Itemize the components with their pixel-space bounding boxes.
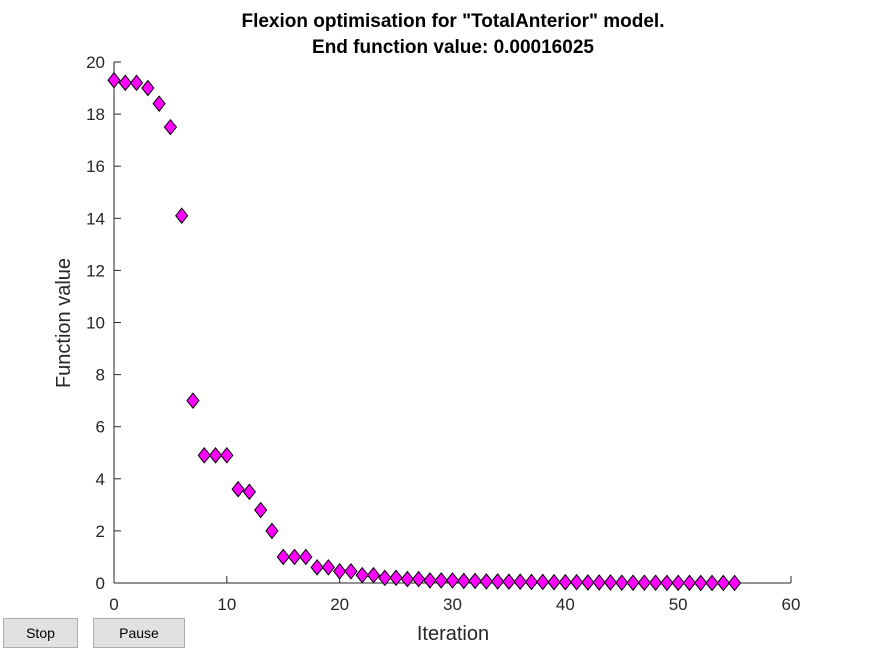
y-axis-label: Function value bbox=[53, 258, 75, 388]
data-point bbox=[389, 569, 403, 587]
data-point bbox=[682, 574, 697, 592]
data-point bbox=[152, 95, 166, 112]
data-point bbox=[626, 574, 640, 592]
data-point bbox=[366, 566, 381, 584]
data-point bbox=[547, 573, 561, 591]
y-tick-label: 12 bbox=[86, 261, 105, 280]
x-tick-label: 50 bbox=[669, 595, 688, 614]
pause-button[interactable]: Pause bbox=[93, 618, 185, 648]
y-tick-label: 20 bbox=[86, 53, 105, 72]
y-tick-label: 10 bbox=[86, 314, 105, 333]
y-tick-label: 0 bbox=[96, 574, 105, 593]
data-point bbox=[310, 559, 324, 576]
data-point bbox=[603, 574, 618, 591]
data-point bbox=[186, 392, 200, 409]
data-point bbox=[220, 447, 234, 464]
data-point bbox=[175, 207, 189, 224]
data-point bbox=[615, 574, 629, 592]
data-point bbox=[107, 71, 121, 89]
data-point bbox=[660, 574, 674, 592]
data-point bbox=[287, 548, 302, 566]
y-tick-label: 14 bbox=[86, 209, 105, 228]
data-point bbox=[569, 573, 584, 591]
x-tick-label: 60 bbox=[782, 595, 801, 614]
data-point bbox=[536, 573, 550, 591]
data-point bbox=[344, 562, 358, 580]
data-point bbox=[333, 562, 347, 580]
y-tick-label: 18 bbox=[86, 105, 105, 124]
data-point bbox=[265, 522, 279, 540]
x-axis-label: Iteration bbox=[417, 623, 489, 645]
data-point bbox=[231, 480, 245, 498]
data-point bbox=[637, 574, 651, 592]
x-tick-label: 20 bbox=[330, 595, 349, 614]
chart-subtitle: End function value: 0.00016025 bbox=[312, 37, 594, 58]
data-point bbox=[254, 501, 268, 519]
data-point bbox=[412, 570, 426, 588]
data-point bbox=[524, 573, 539, 591]
data-point bbox=[592, 574, 606, 591]
data-markers bbox=[107, 71, 742, 592]
x-tick-label: 10 bbox=[217, 595, 236, 614]
data-point bbox=[581, 574, 595, 591]
y-tick-label: 8 bbox=[96, 366, 105, 385]
data-point bbox=[694, 574, 708, 592]
data-point bbox=[355, 566, 369, 584]
data-point bbox=[197, 447, 211, 464]
data-point bbox=[468, 572, 482, 590]
axes: 0 10 20 30 40 50 60 0 2 4 6 8 10 12 14 16 18 20 bbox=[86, 53, 800, 614]
data-point bbox=[378, 569, 392, 587]
y-tick-label: 6 bbox=[96, 418, 105, 437]
data-point bbox=[141, 79, 155, 97]
y-tick-label: 4 bbox=[96, 470, 105, 489]
data-point bbox=[434, 572, 448, 589]
x-tick-label: 40 bbox=[556, 595, 575, 614]
data-point bbox=[558, 573, 572, 591]
data-point bbox=[727, 574, 742, 592]
y-tick-label: 16 bbox=[86, 157, 105, 176]
data-point bbox=[502, 573, 516, 590]
data-point bbox=[129, 74, 144, 92]
data-point bbox=[208, 447, 223, 464]
data-point bbox=[163, 118, 178, 136]
data-point bbox=[705, 574, 719, 592]
data-point bbox=[479, 573, 493, 590]
data-point bbox=[513, 573, 527, 590]
data-point bbox=[118, 74, 132, 92]
x-tick-label: 0 bbox=[109, 595, 118, 614]
data-point bbox=[457, 572, 471, 590]
data-point bbox=[276, 548, 290, 566]
x-tick-label: 30 bbox=[443, 595, 462, 614]
data-point bbox=[299, 548, 313, 566]
data-point bbox=[490, 573, 505, 590]
data-point bbox=[716, 574, 730, 592]
data-point bbox=[321, 559, 336, 576]
data-point bbox=[400, 570, 415, 588]
stop-button[interactable]: Stop bbox=[3, 618, 78, 648]
data-point bbox=[242, 483, 257, 501]
data-point bbox=[671, 574, 685, 592]
chart-title: Flexion optimisation for "TotalAnterior"… bbox=[241, 11, 664, 32]
data-point bbox=[423, 572, 437, 589]
y-tick-label: 2 bbox=[96, 522, 105, 541]
data-point bbox=[445, 572, 460, 589]
data-point bbox=[648, 574, 663, 592]
